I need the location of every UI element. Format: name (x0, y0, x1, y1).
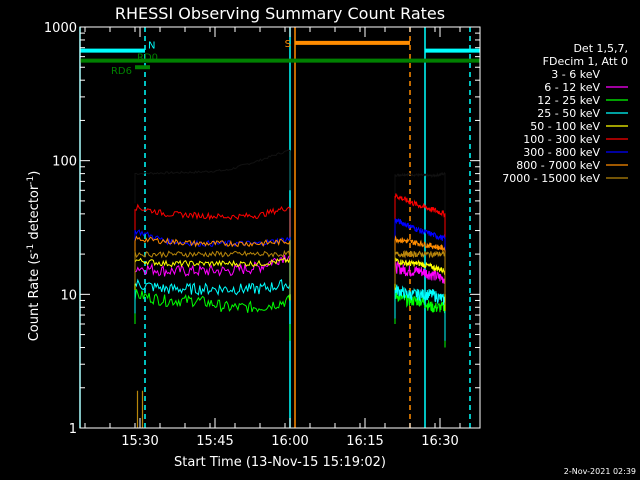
series-line-4-seg1 (134, 257, 291, 301)
plot-area: N S RD0 RD6 (79, 27, 480, 428)
chart-title: RHESSI Observing Summary Count Rates (115, 4, 445, 23)
axis-frame (79, 26, 481, 429)
x-axis-label: Start Time (13-Nov-15 15:19:02) (174, 455, 386, 470)
flag-label-s: S (285, 39, 291, 50)
series-line-5-seg2 (394, 193, 446, 255)
series-line-8-seg1 (134, 249, 291, 295)
y-tick-label-0: 1 (69, 422, 77, 437)
series-line-4-seg2 (394, 257, 446, 311)
flag-label-n: N (148, 41, 155, 52)
x-tick-label-2: 16:00 (271, 434, 308, 449)
y-tick-label-1: 10 (60, 288, 77, 303)
legend-header-0: Det 1,5,7, (573, 42, 628, 55)
axes: 1 10 100 1000 15:30 15:45 16:00 16:15 16:30 (44, 21, 481, 449)
legend-label-5: 100 - 300 keV (523, 133, 600, 146)
series-line-2-seg2 (394, 290, 446, 348)
y-tick-label-3: 1000 (44, 21, 77, 36)
series-line-8-seg2 (394, 249, 446, 295)
series-line-6-seg1 (134, 229, 291, 280)
series-line-0-seg2 (394, 171, 446, 214)
series-line-2-seg1 (134, 289, 291, 341)
series-line-0-seg1 (134, 149, 291, 204)
x-tick-label-4: 16:30 (421, 434, 458, 449)
legend-label-4: 50 - 100 keV (530, 120, 600, 133)
legend-label-1: 6 - 12 keV (544, 81, 600, 94)
series-line-3-seg2 (394, 284, 446, 341)
legend-label-6: 300 - 800 keV (523, 146, 600, 159)
legend-label-0: 3 - 6 keV (551, 68, 600, 81)
legend-label-7: 800 - 7000 keV (516, 159, 600, 172)
series-line-5-seg1 (134, 203, 291, 248)
legend-label-3: 25 - 50 keV (537, 107, 600, 120)
series-line-7-seg2 (394, 234, 446, 289)
x-tick-label-3: 16:15 (346, 434, 383, 449)
y-tick-label-2: 100 (52, 155, 77, 170)
legend-header-1: FDecim 1, Att 0 (543, 55, 628, 68)
series-line-7-seg1 (134, 235, 291, 282)
series-line-3-seg1 (134, 278, 291, 324)
y-axis-label: Count Rate (s-1 detector-1) (26, 171, 42, 342)
legend-label-8: 7000 - 15000 keV (502, 172, 600, 185)
x-tick-label-0: 15:30 (121, 434, 158, 449)
flag-label-rd0: RD0 (137, 53, 158, 64)
flag-label-rd6: RD6 (111, 66, 132, 77)
legend-label-2: 12 - 25 keV (537, 94, 600, 107)
timestamp: 2-Nov-2021 02:39 (564, 467, 636, 476)
series-line-6-seg2 (394, 218, 446, 280)
series-line-1-seg2 (394, 260, 446, 320)
svg-text:Count Rate (s-1 detector-1): Count Rate (s-1 detector-1) (26, 171, 42, 342)
x-tick-label-1: 15:45 (196, 434, 233, 449)
